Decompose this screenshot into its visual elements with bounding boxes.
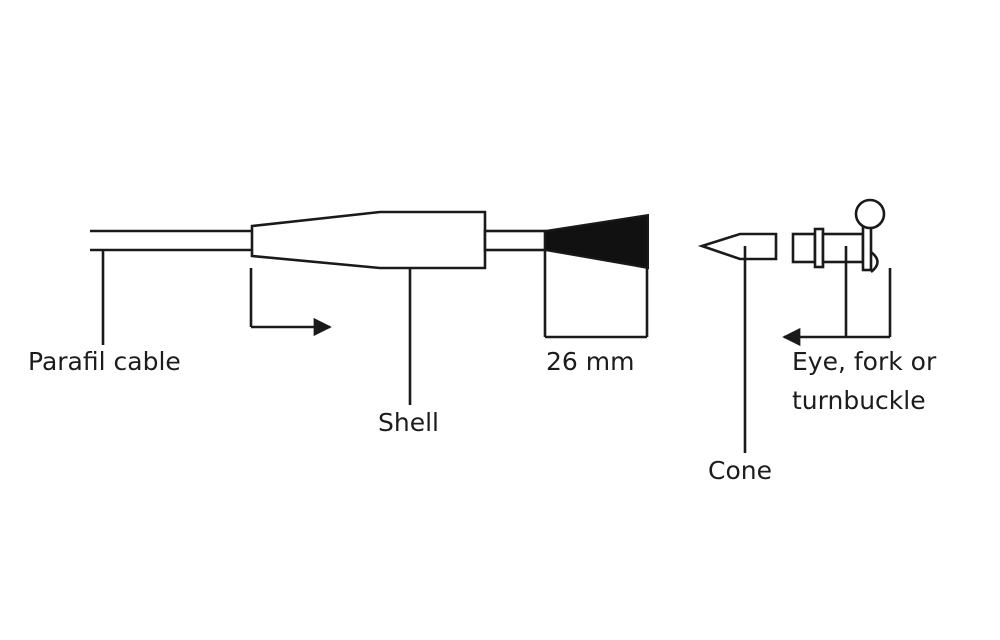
label-shell: Shell bbox=[378, 408, 439, 437]
parafil-cable bbox=[90, 229, 252, 252]
dimension-lines bbox=[543, 250, 649, 339]
end-fitting bbox=[791, 198, 886, 274]
label-fitting-line2: turnbuckle bbox=[792, 386, 926, 415]
cone-part bbox=[697, 232, 778, 261]
shell-body bbox=[250, 210, 487, 270]
label-fitting-line1: Eye, fork or bbox=[792, 347, 937, 376]
label-cone: Cone bbox=[708, 456, 772, 485]
fitting-move-arrow bbox=[782, 246, 892, 347]
splayed-wire-fan bbox=[544, 213, 649, 270]
shell-neck bbox=[483, 229, 547, 252]
label-parafil-cable: Parafil cable bbox=[28, 347, 181, 376]
label-dimension: 26 mm bbox=[546, 347, 635, 376]
shell-move-arrow bbox=[249, 268, 332, 337]
